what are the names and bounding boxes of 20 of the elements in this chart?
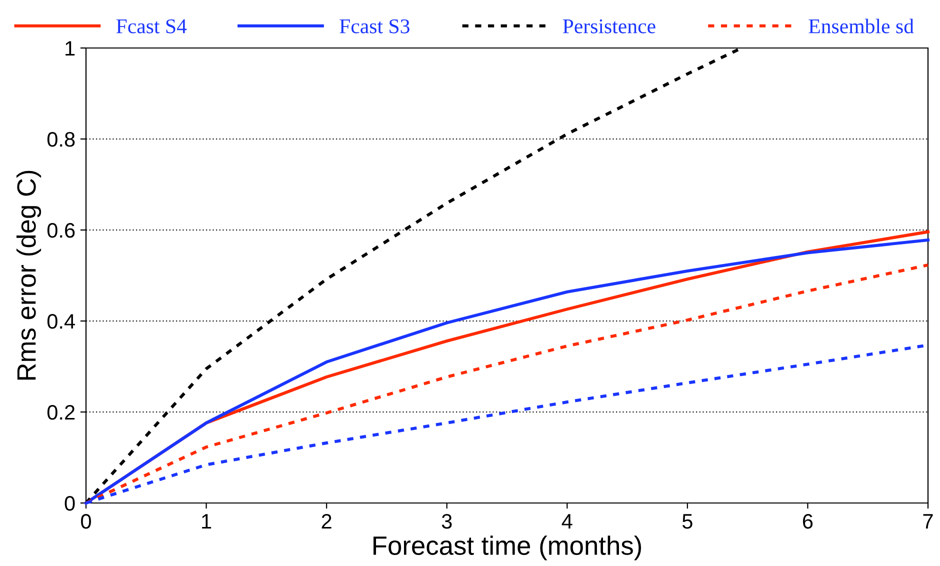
legend-label: Persistence: [562, 19, 656, 34]
x-tick-label: 6: [802, 514, 813, 529]
legend-label: Fcast S4: [116, 19, 187, 34]
x-tick-label: 5: [682, 514, 692, 529]
y-tick-label: 0.2: [47, 405, 75, 420]
x-tick-label: 4: [562, 514, 572, 529]
y-tick-label: 0: [64, 496, 75, 511]
y-tick-label: 1: [66, 41, 75, 56]
legend-label: Ensemble sd: [808, 18, 914, 34]
x-tick-label: 0: [81, 514, 91, 529]
y-axis-title: Rms error (deg C): [16, 170, 42, 380]
y-tick-label: 0.4: [47, 314, 75, 329]
x-tick-label: 3: [442, 514, 452, 529]
y-tick-label: 0.6: [47, 223, 75, 238]
x-axis-title: Forecast time (months): [374, 536, 642, 560]
y-tick-label: 0.8: [47, 132, 75, 147]
x-tick-label: 2: [322, 514, 332, 529]
legend-label: Fcast S3: [340, 19, 410, 34]
x-tick-label: 7: [923, 514, 933, 529]
x-tick-label: 1: [202, 514, 212, 529]
